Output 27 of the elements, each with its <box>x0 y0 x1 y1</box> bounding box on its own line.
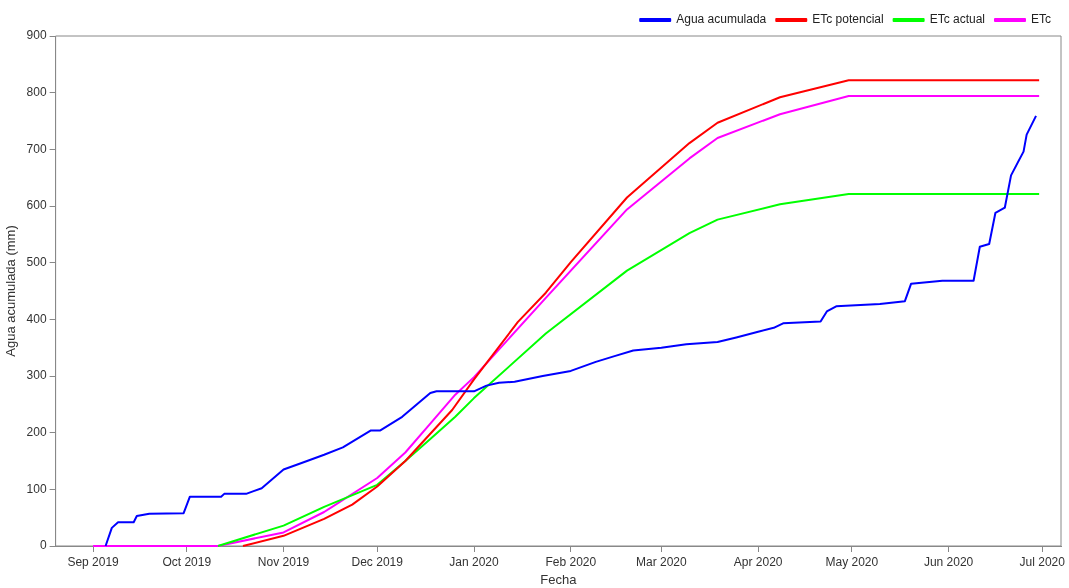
y-axis-title: Agua acumulada (mm) <box>3 225 19 357</box>
y-tick-label: 800 <box>26 84 47 99</box>
y-tick-label: 700 <box>26 141 47 156</box>
x-tick-label: May 2020 <box>825 554 879 569</box>
x-tick-label: Nov 2019 <box>257 554 310 569</box>
x-tick-label: Oct 2019 <box>162 554 212 569</box>
x-tick-label: Jul 2020 <box>1019 554 1066 569</box>
x-tick-label: Feb 2020 <box>545 554 597 569</box>
y-tick-label: 0 <box>39 538 47 553</box>
x-tick-label: Apr 2020 <box>733 554 783 569</box>
y-tick-label: 100 <box>26 481 47 496</box>
x-tick-label: Sep 2019 <box>67 554 120 569</box>
legend-label: Agua acumulada <box>676 12 767 27</box>
y-tick-label: 900 <box>26 28 47 43</box>
x-tick-label: Dec 2019 <box>351 554 404 569</box>
x-axis-title: Fecha <box>540 571 578 587</box>
x-tick-label: Jan 2020 <box>449 554 500 569</box>
x-tick-label: Mar 2020 <box>635 554 688 569</box>
y-tick-label: 200 <box>26 424 47 439</box>
y-tick-label: 400 <box>26 311 47 326</box>
y-tick-label: 300 <box>26 368 47 383</box>
y-tick-label: 500 <box>26 254 47 269</box>
x-tick-label: Jun 2020 <box>923 554 974 569</box>
legend-label: ETc <box>1031 12 1052 27</box>
legend-label: ETc potencial <box>812 12 884 27</box>
y-tick-label: 600 <box>26 198 47 213</box>
legend-label: ETc actual <box>929 12 985 27</box>
